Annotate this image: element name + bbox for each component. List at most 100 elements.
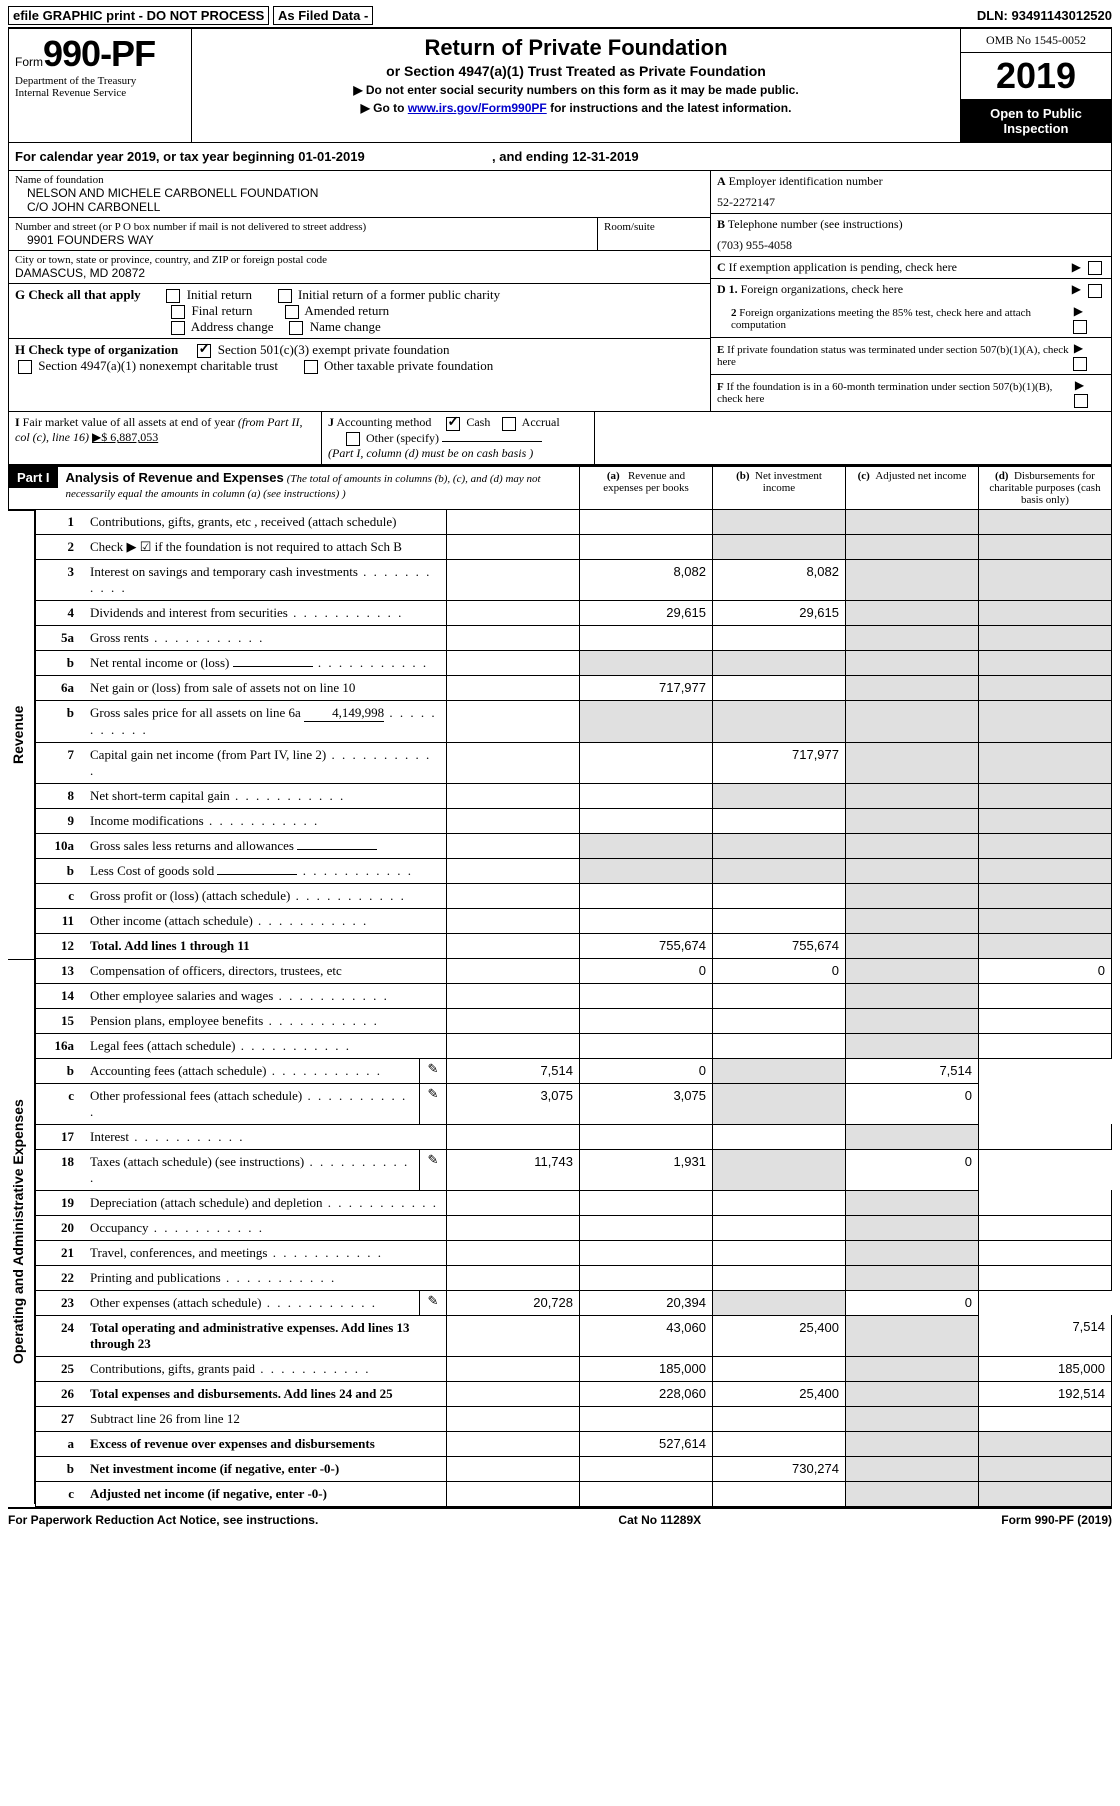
line-description: Total operating and administrative expen… [84,1315,447,1356]
line-description: Depreciation (attach schedule) and deple… [84,1190,447,1215]
amount-d [979,908,1112,933]
checkbox-initial-former[interactable] [278,289,292,303]
checkbox-d1[interactable] [1088,284,1102,298]
line-description: Subtract line 26 from line 12 [84,1406,447,1431]
line-number: 2 [36,534,85,559]
amount-a [580,1124,713,1149]
amount-b [713,1240,846,1265]
amount-b [713,983,846,1008]
checkbox-f[interactable] [1074,394,1088,408]
amount-c [846,625,979,650]
checkbox-c[interactable] [1088,261,1102,275]
amount-c [713,1058,846,1083]
i-fmv: I Fair market value of all assets at end… [9,412,322,464]
amount-b [713,1481,846,1506]
amount-c [846,1456,979,1481]
line-number: 3 [36,559,85,600]
line-number: 20 [36,1215,85,1240]
line-number: 16a [36,1033,85,1058]
checkbox-cash[interactable] [446,417,460,431]
col-c-header: (c) Adjusted net income [846,467,979,509]
amount-c [846,1406,979,1431]
line-number: 26 [36,1381,85,1406]
line-description: Net gain or (loss) from sale of assets n… [84,675,447,700]
amount-d [979,933,1112,958]
amount-a: 20,728 [447,1290,580,1315]
amount-a [580,650,713,675]
checkbox-amended[interactable] [285,305,299,319]
checkbox-d2[interactable] [1073,320,1087,334]
amount-c [713,1083,846,1124]
amount-b [713,858,846,883]
amount-d [979,1190,1112,1215]
attachment-icon[interactable]: ✎ [428,1061,439,1076]
checkbox-name-change[interactable] [289,321,303,335]
amount-d: 0 [979,958,1112,983]
checkbox-other-taxable[interactable] [304,360,318,374]
amount-a [580,1215,713,1240]
amount-b [713,1008,846,1033]
amount-d [979,534,1112,559]
d2-check: 2 Foreign organizations meeting the 85% … [711,301,1111,338]
info-grid: Name of foundation NELSON AND MICHELE CA… [8,171,1112,412]
amount-c [846,1240,979,1265]
amount-a: 527,614 [580,1431,713,1456]
col-a-header: (a) Revenue and expenses per books [580,467,713,509]
checkbox-address-change[interactable] [171,321,185,335]
checkbox-e[interactable] [1073,357,1087,371]
checkbox-4947[interactable] [18,360,32,374]
line-number: 24 [36,1315,85,1356]
line-number: 4 [36,600,85,625]
amount-c [846,600,979,625]
line-description: Other expenses (attach schedule) [84,1290,420,1315]
checkbox-other-method[interactable] [346,432,360,446]
amount-b [713,510,846,535]
amount-d [979,625,1112,650]
line-number: b [36,700,85,742]
e-check: E If private foundation status was termi… [711,338,1111,375]
line-description: Other employee salaries and wages [84,983,447,1008]
line-number: 12 [36,933,85,958]
amount-b [713,700,846,742]
amount-c [846,1356,979,1381]
checkbox-final-return[interactable] [171,305,185,319]
amount-a [580,1481,713,1506]
amount-a [580,1456,713,1481]
amount-a [580,742,713,783]
amount-c [846,1315,979,1356]
amount-b [713,1406,846,1431]
col-d-header: (d) Disbursements for charitable purpose… [979,467,1111,509]
amount-a [580,858,713,883]
line-description: Legal fees (attach schedule) [84,1033,447,1058]
line-number: 7 [36,742,85,783]
amount-b [713,1431,846,1456]
amount-b: 755,674 [713,933,846,958]
attachment-icon[interactable]: ✎ [428,1086,439,1101]
line-number: 5a [36,625,85,650]
amount-a [580,1406,713,1431]
ij-section: I Fair market value of all assets at end… [8,412,1112,465]
checkbox-accrual[interactable] [502,417,516,431]
efile-notice: efile GRAPHIC print - DO NOT PROCESS [8,6,269,25]
line-description: Gross profit or (loss) (attach schedule) [84,883,447,908]
amount-d [979,783,1112,808]
expenses-label: Operating and Administrative Expenses [8,959,35,1504]
irs-link[interactable]: www.irs.gov/Form990PF [408,101,547,115]
attachment-icon[interactable]: ✎ [428,1152,439,1167]
amount-a [580,1265,713,1290]
checkbox-501c3[interactable] [197,344,211,358]
amount-c [713,1149,846,1190]
amount-b: 3,075 [580,1083,713,1124]
d1-check: D 1. Foreign organizations, check here ▶ [711,279,1111,300]
amount-d: 7,514 [846,1058,979,1083]
c-check: C If exemption application is pending, c… [711,257,1111,279]
line-description: Net investment income (if negative, ente… [84,1456,447,1481]
line-description: Pension plans, employee benefits [84,1008,447,1033]
asfiled-notice: As Filed Data - [273,6,373,25]
attachment-icon[interactable]: ✎ [428,1293,439,1308]
line-description: Less Cost of goods sold [84,858,447,883]
amount-d [979,700,1112,742]
amount-b [713,1190,846,1215]
checkbox-initial-return[interactable] [166,289,180,303]
line-number: 1 [36,510,85,535]
